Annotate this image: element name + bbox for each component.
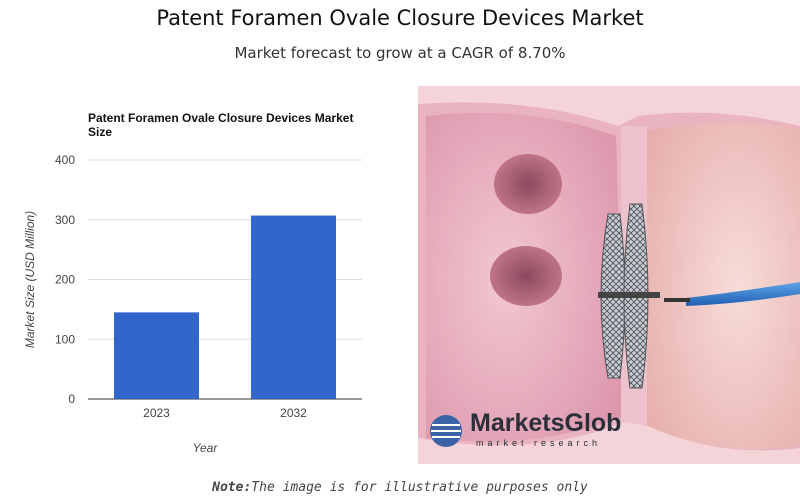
- illustration-note: Note:The image is for illustrative purpo…: [0, 480, 800, 495]
- x-tick-label: 2032: [280, 406, 307, 420]
- page-title: Patent Foramen Ovale Closure Devices Mar…: [156, 6, 644, 30]
- chart-title: Patent Foramen Ovale Closure Devices Mar…: [88, 111, 354, 139]
- y-tick-label: 100: [55, 332, 75, 346]
- note-text: The image is for illustrative purposes o…: [251, 480, 588, 495]
- y-tick-label: 200: [55, 273, 75, 287]
- bar-2023: [114, 312, 199, 399]
- vessel-opening-lower: [490, 246, 562, 306]
- y-tick-label: 400: [55, 153, 75, 167]
- logo-name: MarketsGlob: [470, 409, 621, 437]
- x-tick-label: 2023: [143, 406, 170, 420]
- bar-2032: [251, 215, 336, 399]
- occluder-device-icon: [598, 203, 660, 389]
- bar-chart: Patent Foramen Ovale Closure Devices Mar…: [0, 100, 400, 470]
- marketsglob-logo: MarketsGlob market research: [430, 409, 621, 448]
- logo-tagline: market research: [476, 438, 601, 448]
- x-axis-label: Year: [193, 441, 219, 455]
- vessel-opening-upper: [494, 154, 562, 214]
- note-label: Note:: [212, 480, 252, 495]
- device-illustration: MarketsGlob market research: [418, 86, 800, 464]
- y-tick-label: 0: [68, 392, 75, 406]
- chart-canvas: 0 100 200 300 400 2023 2032 Year Market Size (US…: [23, 153, 362, 455]
- y-tick-label: 300: [55, 213, 75, 227]
- right-atrium-chamber: [644, 122, 800, 450]
- catheter-icon: [664, 282, 800, 306]
- y-axis-label: Market Size (USD Million): [23, 211, 37, 348]
- page-subtitle: Market forecast to grow at a CAGR of 8.7…: [234, 44, 566, 62]
